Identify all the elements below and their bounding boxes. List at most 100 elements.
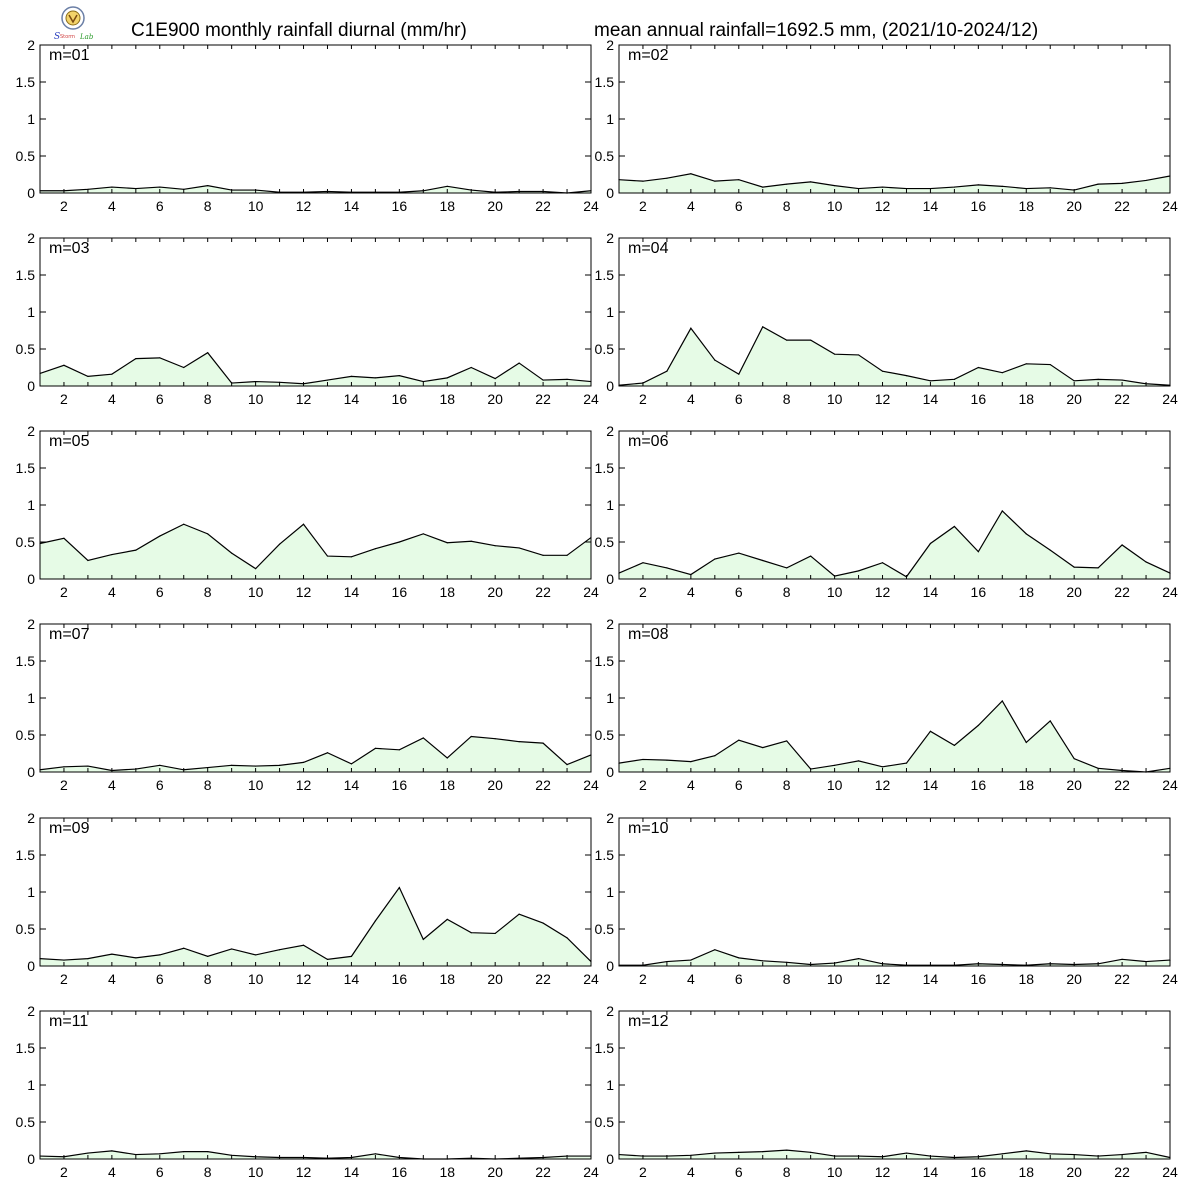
- x-tick-label: 4: [108, 198, 116, 214]
- x-tick-label: 20: [1066, 777, 1082, 793]
- x-tick-label: 8: [783, 391, 791, 407]
- y-tick-label: 2: [27, 810, 35, 826]
- x-tick-label: 18: [439, 777, 455, 793]
- x-tick-label: 10: [827, 1164, 843, 1180]
- panel-6: 00.511.522 4 6 8 10 12 14 16 18 20 22 24m=06: [595, 423, 1178, 600]
- x-tick-label: 4: [108, 584, 116, 600]
- y-tick-label: 1: [606, 111, 614, 127]
- y-tick-label: 0: [606, 958, 614, 974]
- x-tick-label: 12: [296, 584, 312, 600]
- x-tick-label: 24: [1162, 198, 1178, 214]
- y-tick-label: 0: [27, 958, 35, 974]
- x-tick-label: 14: [344, 1164, 360, 1180]
- x-tick-label: 4: [108, 391, 116, 407]
- x-tick-label: 18: [439, 198, 455, 214]
- x-tick-label: 8: [204, 971, 212, 987]
- y-tick-label: 1: [606, 690, 614, 706]
- panel-label: m=07: [49, 626, 90, 643]
- x-tick-label: 12: [875, 1164, 891, 1180]
- x-tick-label: 24: [583, 198, 599, 214]
- y-tick-label: 0.5: [16, 921, 36, 937]
- y-tick-label: 0.5: [595, 921, 615, 937]
- x-tick-label: 18: [1018, 198, 1034, 214]
- x-tick-label: 24: [1162, 1164, 1178, 1180]
- y-tick-label: 1: [606, 497, 614, 513]
- plot-frame: [618, 430, 1171, 580]
- x-tick-label: 14: [344, 777, 360, 793]
- y-tick-label: 2: [27, 37, 35, 53]
- area-fill: [619, 700, 1170, 772]
- y-tick-label: 1: [27, 884, 35, 900]
- y-tick-label: 1: [27, 497, 35, 513]
- area-fill: [619, 326, 1170, 386]
- x-tick-label: 24: [1162, 777, 1178, 793]
- x-tick-label: 14: [923, 198, 939, 214]
- x-tick-label: 20: [1066, 584, 1082, 600]
- x-tick-label: 24: [1162, 584, 1178, 600]
- x-tick-label: 2: [60, 391, 68, 407]
- series-line: [618, 173, 1171, 191]
- x-tick-label: 12: [875, 584, 891, 600]
- area-fill: [40, 1150, 591, 1159]
- x-tick-label: 10: [827, 777, 843, 793]
- x-tick-label: 22: [1114, 391, 1130, 407]
- x-tick-label: 12: [875, 198, 891, 214]
- x-tick-label: 14: [344, 971, 360, 987]
- x-tick-label: 16: [392, 971, 408, 987]
- x-tick-label: 8: [783, 584, 791, 600]
- y-tick-label: 0: [27, 764, 35, 780]
- x-tick-label: 12: [296, 1164, 312, 1180]
- series-line: [618, 1149, 1171, 1159]
- plot-frame: [39, 237, 592, 387]
- x-tick-label: 14: [344, 584, 360, 600]
- x-tick-label: 10: [827, 971, 843, 987]
- panel-5: 00.511.522 4 6 8 10 12 14 16 18 20 22 24m=05: [16, 423, 599, 600]
- y-tick-label: 0.5: [595, 341, 615, 357]
- x-tick-label: 10: [248, 1164, 264, 1180]
- x-tick-label: 16: [392, 584, 408, 600]
- plot-frame: [618, 44, 1171, 194]
- area-fill: [619, 173, 1170, 193]
- x-tick-label: 8: [204, 198, 212, 214]
- y-tick-label: 1.5: [595, 1040, 615, 1056]
- x-tick-label: 6: [735, 198, 743, 214]
- x-tick-label: 24: [1162, 391, 1178, 407]
- x-tick-label: 6: [735, 391, 743, 407]
- y-tick-label: 1: [606, 304, 614, 320]
- y-tick-label: 2: [27, 230, 35, 246]
- y-tick-label: 0.5: [595, 1114, 615, 1130]
- x-tick-label: 24: [583, 777, 599, 793]
- x-tick-label: 20: [487, 1164, 503, 1180]
- x-tick-label: 14: [923, 777, 939, 793]
- x-tick-label: 6: [156, 971, 164, 987]
- x-tick-label: 18: [1018, 777, 1034, 793]
- x-tick-label: 14: [344, 391, 360, 407]
- lab-logo: S Storm Lab: [54, 6, 94, 41]
- x-tick-label: 6: [156, 584, 164, 600]
- x-tick-label: 20: [1066, 198, 1082, 214]
- panel-label: m=06: [628, 433, 669, 450]
- y-tick-label: 1: [606, 1077, 614, 1093]
- x-tick-label: 10: [827, 391, 843, 407]
- y-tick-label: 2: [606, 810, 614, 826]
- x-tick-label: 10: [248, 971, 264, 987]
- y-tick-label: 2: [27, 616, 35, 632]
- x-tick-label: 10: [248, 198, 264, 214]
- x-tick-label: 14: [923, 971, 939, 987]
- x-tick-label: 2: [60, 971, 68, 987]
- x-tick-label: 4: [687, 198, 695, 214]
- y-tick-label: 1: [27, 111, 35, 127]
- panel-label: m=08: [628, 626, 669, 643]
- area-fill: [619, 510, 1170, 579]
- x-tick-label: 16: [971, 1164, 987, 1180]
- x-tick-label: 10: [248, 777, 264, 793]
- y-tick-label: 1.5: [595, 847, 615, 863]
- y-tick-label: 1.5: [595, 653, 615, 669]
- x-tick-label: 6: [735, 584, 743, 600]
- x-tick-label: 16: [971, 584, 987, 600]
- x-tick-label: 24: [583, 391, 599, 407]
- x-tick-label: 16: [971, 198, 987, 214]
- x-tick-label: 8: [204, 391, 212, 407]
- chart-title-right: mean annual rainfall=1692.5 mm, (2021/10…: [594, 20, 1039, 41]
- x-tick-label: 20: [487, 198, 503, 214]
